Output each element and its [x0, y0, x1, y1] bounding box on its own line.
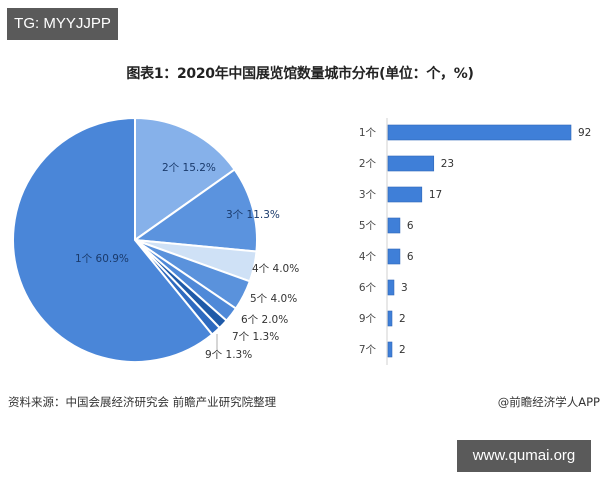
- pie-slice: [12, 116, 214, 363]
- bar: [387, 217, 401, 234]
- bar: [387, 279, 395, 296]
- bar-category-label: 1个: [359, 127, 377, 139]
- bar: [387, 155, 435, 172]
- bar: [387, 341, 393, 358]
- bar-value-label: 6: [407, 220, 414, 232]
- bar: [387, 310, 393, 327]
- bar-value-label: 3: [401, 282, 408, 294]
- pie-label: 6个 2.0%: [241, 314, 288, 326]
- pie-chart: 2个 15.2% 3个 11.3% 4个 4.0% 5个 4.0% 6个 2.0% 7个 …: [12, 116, 299, 363]
- chart-title: 图表1：2020年中国展览馆数量城市分布(单位：个，%): [126, 66, 474, 82]
- bar-category-label: 4个: [359, 251, 377, 263]
- bar-value-label: 2: [399, 344, 406, 356]
- pie-label: 7个 1.3%: [232, 331, 279, 343]
- bar-chart: 1个 92 2个 23 3个 17 5个 6 4个 6 6个 3 9个 2 7个 2: [359, 118, 591, 365]
- pie-label: 4个 4.0%: [252, 263, 299, 275]
- credit-note: @前瞻经济学人APP: [497, 395, 600, 409]
- bar: [387, 124, 572, 141]
- pie-label: 9个 1.3%: [205, 349, 252, 361]
- bar-value-label: 23: [441, 158, 454, 170]
- bar-category-label: 6个: [359, 282, 377, 294]
- bar-value-label: 17: [429, 189, 442, 201]
- pie-label: 3个 11.3%: [226, 209, 280, 221]
- source-note: 资料来源：中国会展经济研究会 前瞻产业研究院整理: [8, 395, 277, 409]
- pie-label: 5个 4.0%: [250, 293, 297, 305]
- pie-slice: [132, 168, 258, 253]
- bar-value-label: 2: [399, 313, 406, 325]
- watermark-bottom: www.qumai.org: [457, 440, 591, 472]
- bar: [387, 248, 401, 265]
- bar: [387, 186, 423, 203]
- bar-value-label: 92: [578, 127, 591, 139]
- bar-category-label: 3个: [359, 189, 377, 201]
- pie-slice: [134, 116, 236, 242]
- bar-category-label: 5个: [359, 220, 377, 232]
- bar-category-label: 2个: [359, 158, 377, 170]
- bar-category-label: 7个: [359, 344, 377, 356]
- bar-category-label: 9个: [359, 313, 377, 325]
- bar-value-label: 6: [407, 251, 414, 263]
- pie-label: 1个 60.9%: [75, 253, 129, 265]
- watermark-top: TG: MYYJJPP: [7, 8, 118, 40]
- pie-label: 2个 15.2%: [162, 162, 216, 174]
